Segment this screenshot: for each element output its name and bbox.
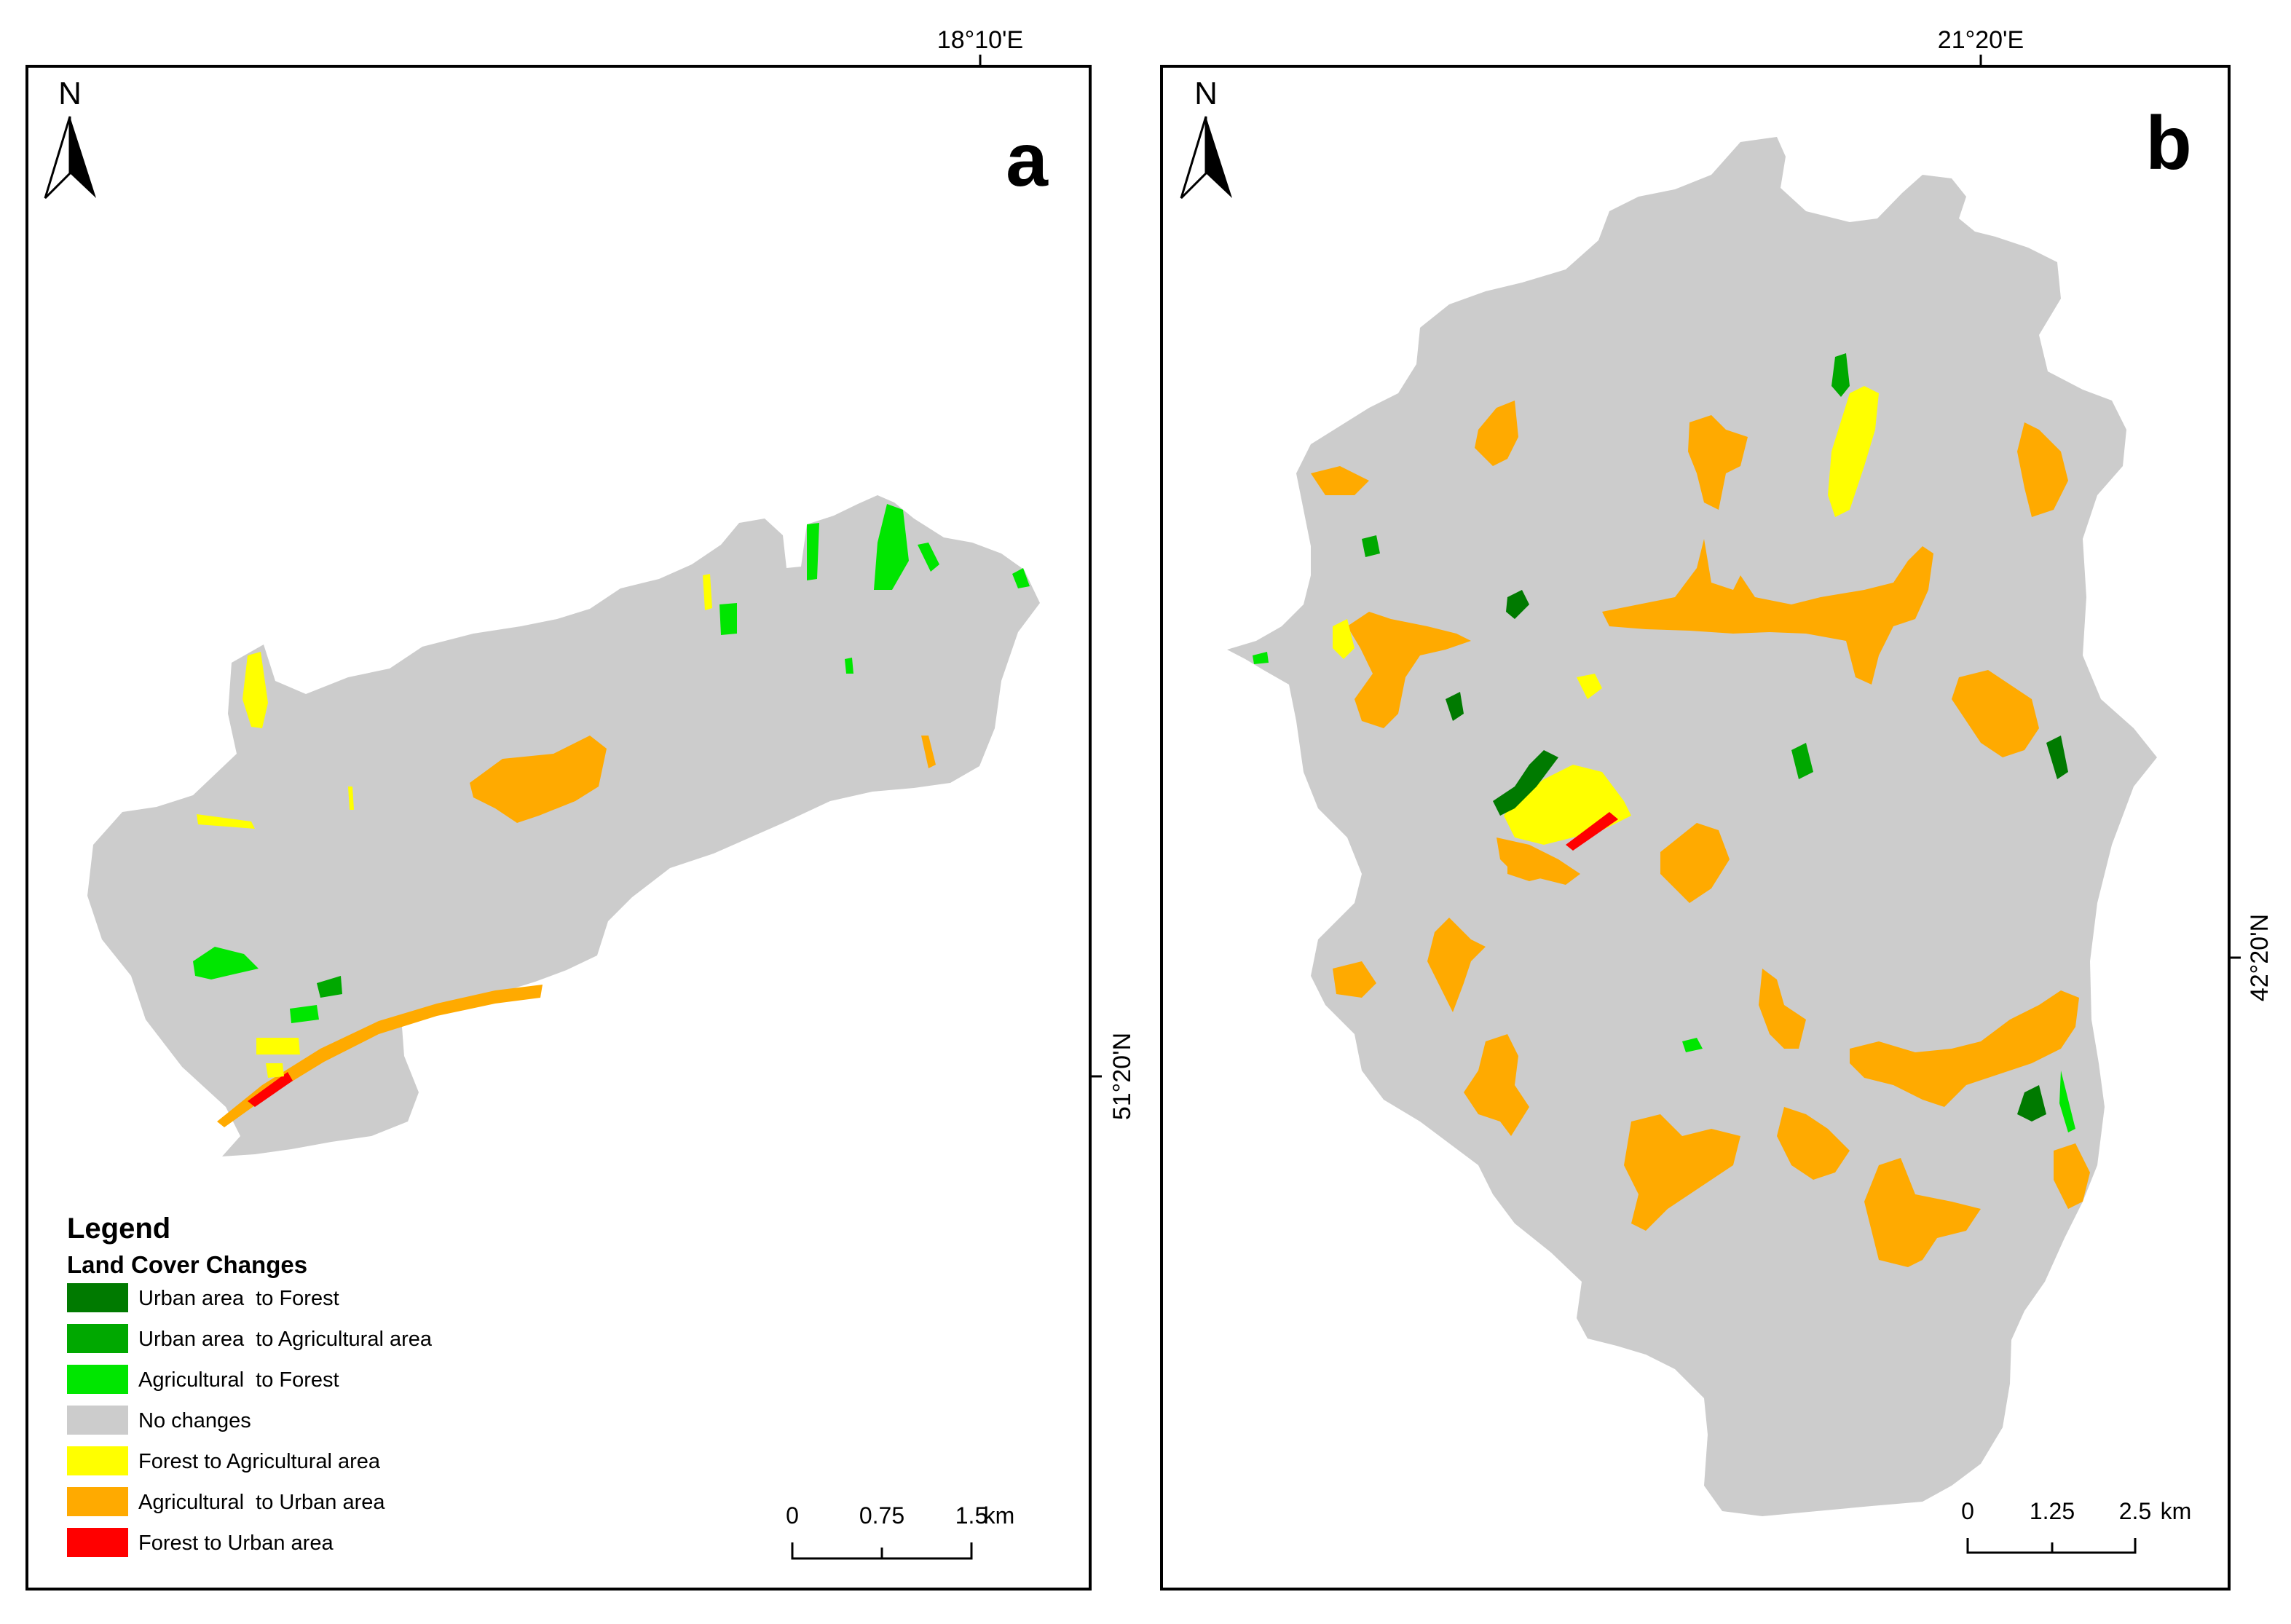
panel-a-north-label: N — [58, 76, 82, 111]
panel-b-patch-agri-to-urban-14 — [2054, 1143, 2090, 1209]
legend-swatch — [67, 1283, 128, 1312]
panel-b-patch-urban-to-forest-2 — [1506, 590, 1529, 619]
panel-a-patch-forest-to-agri-3 — [197, 814, 255, 829]
panel-b-patch-agri-to-urban-8 — [1464, 1034, 1529, 1136]
panel-b-north-arrow-icon — [1180, 116, 1232, 200]
panel-b-scale-unit: km — [2161, 1498, 2192, 1524]
panel-a-patch-agri-to-urban — [470, 736, 607, 823]
panel-b-patch-agri-to-forest-1 — [1682, 1038, 1703, 1052]
legend-item-label: Agricultural to Forest — [138, 1368, 339, 1392]
panel-b-line-agri-to-forest-1 — [2059, 1071, 2075, 1132]
panel-a-patch-agri-to-forest-5 — [290, 1005, 319, 1023]
map-panel-b: 21°20'E 42°20'N N b — [1160, 26, 2274, 1591]
map-panel-a: 18°10'E 51°20'N N a Legend — [25, 26, 1136, 1591]
panel-b-lon-label: 21°20'E — [1938, 26, 2024, 54]
panel-b-patch-agri-to-urban-13 — [1864, 1158, 1981, 1267]
legend: Legend Land Cover Changes Urban area to … — [67, 1213, 433, 1557]
panel-b-scale-mid: 1.25 — [2030, 1498, 2075, 1524]
panel-b-letter: b — [2145, 101, 2192, 186]
panel-b-patch-agri-to-urban-5 — [1660, 823, 1730, 903]
panel-b-patch-urban-to-agri-3 — [1791, 743, 1813, 779]
panel-b-patch-agri-to-urban-6 — [1427, 918, 1486, 1012]
legend-title: Legend — [67, 1213, 170, 1245]
panel-b-patch-forest-to-urban — [1566, 812, 1618, 851]
panel-b-patch-agri-to-urban-3 — [1688, 415, 1748, 510]
panel-a-scale-mid: 0.75 — [859, 1502, 904, 1529]
panel-a-scale-unit: km — [984, 1502, 1015, 1529]
panel-b-patch-agri-to-urban-2 — [1475, 401, 1518, 466]
panel-a-patch-agri-to-forest-2 — [807, 523, 819, 580]
panel-a-patch-forest-to-urban — [248, 1072, 293, 1107]
panel-b-scale-zero: 0 — [1961, 1498, 1974, 1524]
panel-b-patch-agri-to-urban-9 — [1759, 969, 1806, 1049]
legend-swatch — [67, 1487, 128, 1516]
legend-item-label: No changes — [138, 1409, 251, 1432]
legend-item-label: Urban area to Agricultural area — [138, 1328, 433, 1351]
panel-b-frame — [1160, 65, 2231, 1591]
panel-b-patch-agri-to-urban-18 — [1507, 852, 1558, 881]
panel-b-patch-urban-to-forest-4 — [2046, 736, 2068, 779]
panel-a-patch-agri-to-forest-3 — [719, 603, 737, 635]
panel-a-patch-forest-to-agri-6 — [266, 1063, 284, 1078]
panel-b-study-area — [1227, 137, 2157, 1516]
legend-swatch — [67, 1365, 128, 1394]
panel-b-patch-agri-to-urban-16 — [2017, 422, 2068, 517]
legend-subtitle: Land Cover Changes — [67, 1251, 307, 1278]
panel-b-patch-agri-to-urban-15 — [1952, 670, 2039, 757]
panel-a-road-agri-to-urban — [217, 985, 543, 1127]
panel-b-patch-urban-to-agri-2 — [1362, 535, 1380, 557]
panel-b-scale-bar: 0 1.25 2.5 km — [1961, 1498, 2192, 1554]
legend-swatch — [67, 1406, 128, 1435]
panel-b-patch-urban-to-forest-5 — [1446, 692, 1464, 721]
panel-a-lat-label: 51°20'N — [1108, 1033, 1136, 1120]
panel-b-road-agri-to-urban — [1602, 539, 1933, 685]
panel-a-patch-agri-to-forest-7 — [1012, 568, 1030, 588]
panel-b-patch-agri-to-urban-12 — [1777, 1107, 1850, 1180]
panel-a-patch-forest-to-agri-2 — [256, 1038, 300, 1055]
panel-a-patch-agri-to-forest-1 — [874, 504, 909, 590]
panel-b-patch-forest-to-agri-3 — [1333, 619, 1355, 659]
panel-b-patch-agri-to-urban-7 — [1333, 961, 1376, 998]
legend-item-label: Forest to Urban area — [138, 1532, 334, 1555]
panel-b-patch-agri-to-urban-10 — [1850, 990, 2079, 1107]
panel-b-north-label: N — [1194, 76, 1218, 111]
panel-b-patch-forest-to-agri-2 — [1828, 386, 1879, 517]
legend-swatch — [67, 1446, 128, 1475]
panel-b-patch-agri-to-forest-2 — [1253, 652, 1269, 664]
panel-b-patch-agri-to-urban-1 — [1347, 612, 1471, 728]
panel-a-patch-agri-to-urban-2 — [921, 736, 936, 768]
panel-b-scale-end: 2.5 — [2119, 1498, 2151, 1524]
panel-a-letter: a — [1006, 118, 1049, 202]
panel-b-patch-urban-to-agri-1 — [1831, 353, 1850, 397]
panel-a-patch-forest-to-agri-1 — [242, 652, 268, 728]
panel-a-patch-agri-to-forest-8 — [845, 658, 853, 674]
panel-a-scale-zero: 0 — [786, 1502, 799, 1529]
panel-a-lon-label: 18°10'E — [937, 26, 1023, 54]
panel-b-lat-label: 42°20'N — [2246, 914, 2274, 1001]
legend-item-label: Urban area to Forest — [138, 1287, 339, 1310]
panel-a-scale-end: 1.5 — [955, 1502, 987, 1529]
panel-a-north-arrow-icon — [44, 116, 96, 200]
panel-b-patch-agri-to-urban-11 — [1624, 1114, 1740, 1231]
panel-a-patch-forest-to-agri-5 — [348, 787, 354, 810]
legend-swatch — [67, 1528, 128, 1557]
panel-b-patch-urban-to-forest-1 — [1493, 750, 1558, 816]
panel-b-patch-forest-to-agri-4 — [1577, 674, 1602, 699]
panel-b-patch-agri-to-urban-17 — [1311, 466, 1369, 495]
panel-b-patch-urban-to-forest-3 — [2017, 1085, 2046, 1122]
panel-a-patch-agri-to-forest-4 — [193, 947, 259, 979]
legend-item-label: Forest to Agricultural area — [138, 1450, 381, 1473]
panel-a-frame — [25, 65, 1092, 1591]
legend-item-label: Agricultural to Urban area — [138, 1491, 385, 1514]
panel-a-patch-agri-to-forest-6 — [918, 543, 939, 572]
panel-a-patch-forest-to-agri-4 — [703, 574, 712, 610]
panel-a-patch-urban-to-agri — [317, 976, 342, 998]
legend-swatch — [67, 1324, 128, 1353]
panel-a-scale-bar: 0 0.75 1.5 km — [786, 1502, 1015, 1560]
